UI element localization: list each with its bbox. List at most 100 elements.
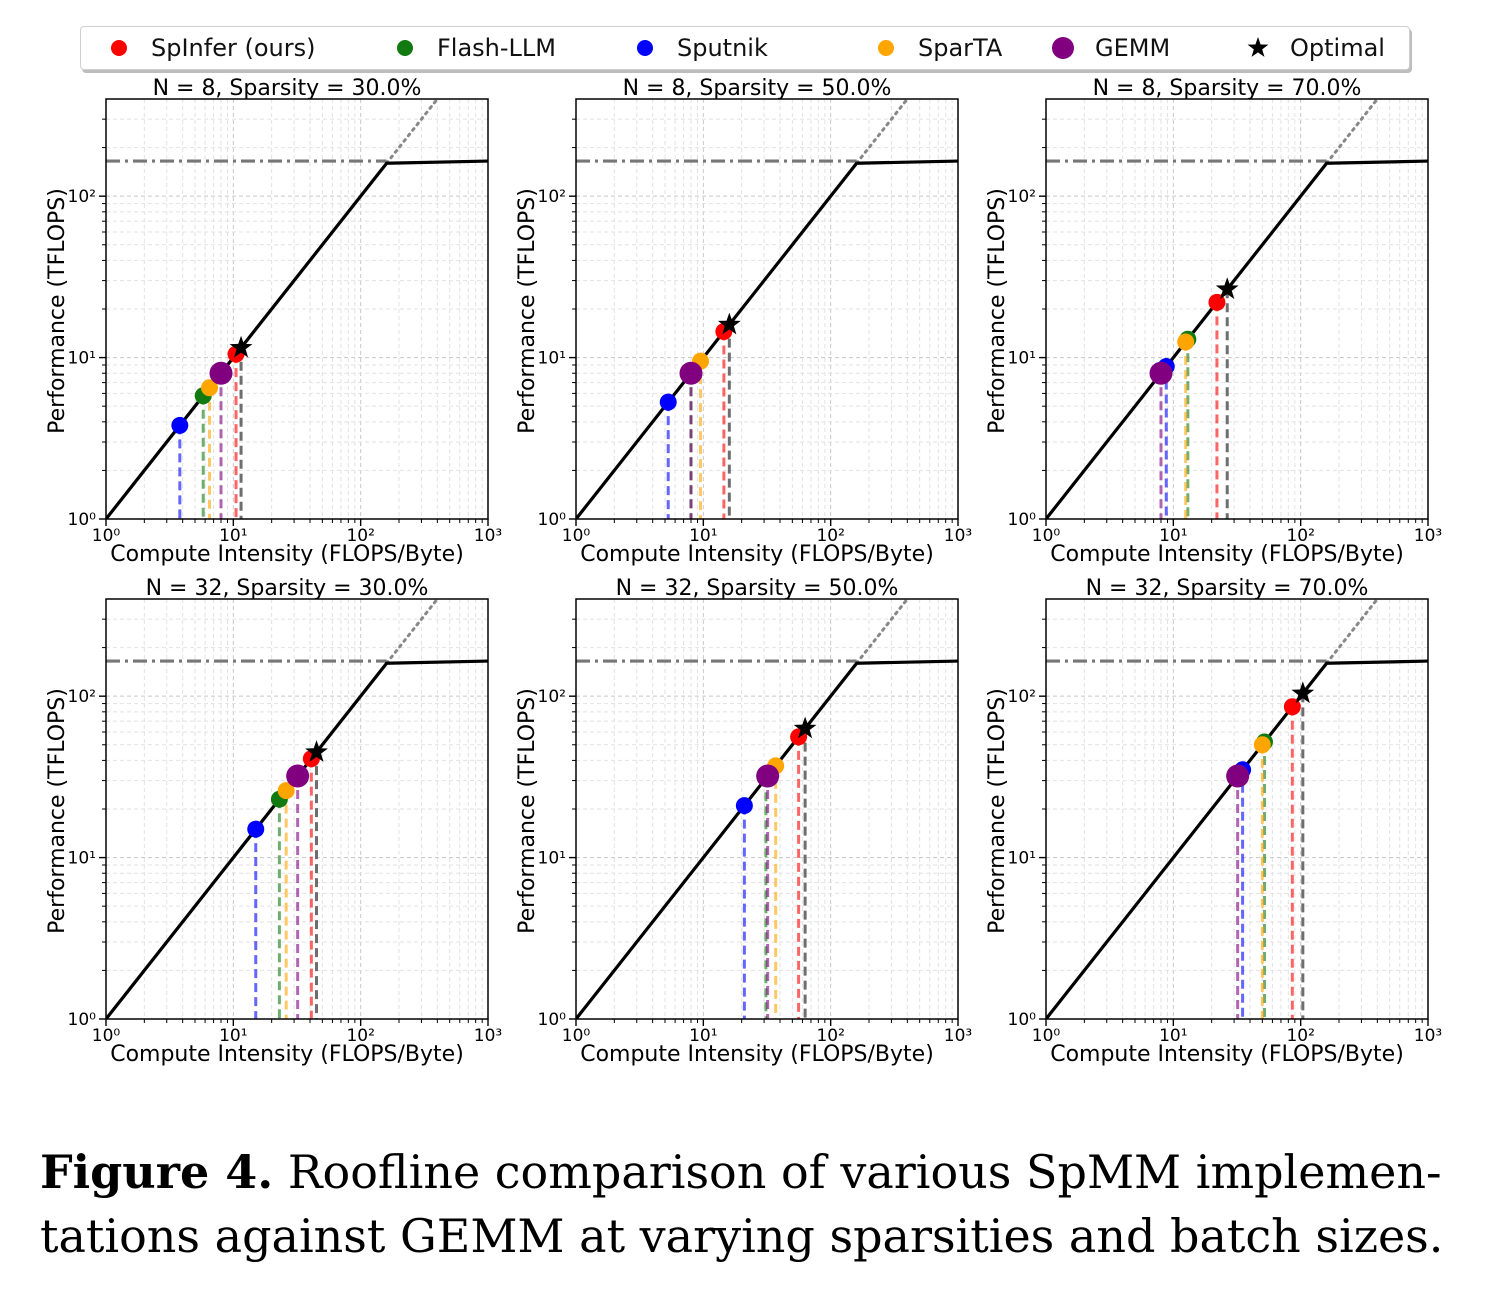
y-tick-label: 10² xyxy=(538,187,566,207)
x-tick-label: 10³ xyxy=(474,526,502,546)
subplot-title: N = 32, Sparsity = 70.0% xyxy=(1086,576,1369,601)
caption-line-2: tations against GEMM at varying sparsiti… xyxy=(40,1209,1444,1263)
memory-roof-extension xyxy=(855,599,909,665)
x-axis-label: Compute Intensity (FLOPS/Byte) xyxy=(110,542,464,567)
subplot-title: N = 8, Sparsity = 50.0% xyxy=(623,76,892,101)
grid xyxy=(576,599,958,1019)
subplot-title: N = 8, Sparsity = 30.0% xyxy=(153,76,422,101)
x-tick-label: 10⁰ xyxy=(92,1026,121,1046)
legend-marker-sputnik xyxy=(637,40,653,56)
point-sputnik xyxy=(735,797,753,815)
subplot-title: N = 32, Sparsity = 30.0% xyxy=(146,576,429,601)
x-tick-label: 10¹ xyxy=(689,526,717,546)
x-tick-label: 10⁰ xyxy=(562,1026,591,1046)
memory-roof-extension xyxy=(855,99,909,165)
subplot-1: 10⁰ 10¹ 10² 10³ 10⁰ 10¹ 10² N = 8, Sparsity = 3… xyxy=(45,76,502,567)
y-tick-label: 10¹ xyxy=(538,849,566,869)
point-sparta xyxy=(1253,736,1271,754)
legend-label-spinfer-ours: SpInfer (ours) xyxy=(151,34,316,62)
y-tick-label: 10² xyxy=(538,687,566,707)
y-tick-label: 10² xyxy=(1008,687,1036,707)
x-tick-label: 10³ xyxy=(1414,1026,1442,1046)
x-axis-label: Compute Intensity (FLOPS/Byte) xyxy=(1050,542,1404,567)
point-gemm xyxy=(286,764,310,788)
x-tick-label: 10⁰ xyxy=(1032,1026,1061,1046)
point-optimal xyxy=(229,335,253,358)
subplot-4: 10⁰ 10¹ 10² 10³ 10⁰ 10¹ 10² N = 32, Sparsity = … xyxy=(45,576,502,1067)
subplot-3: 10⁰ 10¹ 10² 10³ 10⁰ 10¹ 10² N = 8, Sparsity = 7… xyxy=(985,76,1442,567)
x-tick-label: 10¹ xyxy=(689,1026,717,1046)
y-axis-label: Performance (TFLOPS) xyxy=(985,188,1010,434)
x-tick-label: 10² xyxy=(346,1026,374,1046)
subplot-6: 10⁰ 10¹ 10² 10³ 10⁰ 10¹ 10² N = 32, Sparsity = … xyxy=(985,576,1442,1067)
y-tick-label: 10⁰ xyxy=(538,510,567,530)
y-tick-label: 10⁰ xyxy=(68,1010,97,1030)
legend-entry-spinfer-ours: SpInfer (ours) xyxy=(107,27,315,69)
x-tick-label: 10⁰ xyxy=(562,526,591,546)
y-tick-label: 10⁰ xyxy=(68,510,97,530)
legend-marker-sparta xyxy=(878,40,894,56)
x-tick-label: 10¹ xyxy=(219,526,247,546)
star-icon xyxy=(1247,37,1269,57)
x-tick-label: 10⁰ xyxy=(1032,526,1061,546)
caption-text-1: Roofline comparison of various SpMM impl… xyxy=(273,1145,1442,1199)
point-optimal xyxy=(1291,681,1315,704)
roofline-figure: 10⁰ 10¹ 10² 10³ 10⁰ 10¹ 10² N = 8, Sparsity = 3… xyxy=(45,76,1442,1067)
y-tick-label: 10⁰ xyxy=(1008,510,1037,530)
y-tick-label: 10² xyxy=(68,687,96,707)
y-tick-label: 10¹ xyxy=(68,349,96,369)
x-tick-label: 10² xyxy=(346,526,374,546)
y-tick-label: 10¹ xyxy=(538,349,566,369)
legend-marker-spinfer-ours xyxy=(111,40,127,56)
x-tick-label: 10⁰ xyxy=(92,526,121,546)
grid xyxy=(1046,99,1428,519)
subplot-2: 10⁰ 10¹ 10² 10³ 10⁰ 10¹ 10² N = 8, Sparsity = 5… xyxy=(515,76,972,567)
x-axis-label: Compute Intensity (FLOPS/Byte) xyxy=(580,542,934,567)
x-axis-label: Compute Intensity (FLOPS/Byte) xyxy=(110,1042,464,1067)
legend-marker-gemm xyxy=(1052,37,1074,59)
point-sputnik xyxy=(659,393,677,411)
legend-label-gemm: GEMM xyxy=(1095,34,1171,62)
legend-label-optimal: Optimal xyxy=(1290,34,1385,62)
x-tick-label: 10³ xyxy=(944,526,972,546)
roofline xyxy=(576,659,958,1019)
x-tick-label: 10¹ xyxy=(1159,526,1187,546)
y-tick-label: 10¹ xyxy=(1008,349,1036,369)
legend: SpInfer (ours) Flash-LLM Sputnik SparTA GEMM… xyxy=(80,26,1410,70)
y-axis-label: Performance (TFLOPS) xyxy=(45,688,70,934)
subplot-title: N = 8, Sparsity = 70.0% xyxy=(1093,76,1362,101)
point-optimal xyxy=(305,740,328,762)
point-sputnik xyxy=(247,820,265,838)
point-gemm xyxy=(209,361,233,385)
subplot-title: N = 32, Sparsity = 50.0% xyxy=(616,576,899,601)
x-tick-label: 10³ xyxy=(944,1026,972,1046)
x-tick-label: 10² xyxy=(816,526,844,546)
x-tick-label: 10² xyxy=(816,1026,844,1046)
memory-roof-extension xyxy=(385,99,439,165)
point-optimal xyxy=(717,312,741,335)
point-gemm xyxy=(679,361,703,385)
point-gemm xyxy=(756,764,780,788)
point-sputnik xyxy=(171,416,189,434)
y-tick-label: 10² xyxy=(1008,187,1036,207)
roofline xyxy=(1046,659,1428,1019)
legend-label-sputnik: Sputnik xyxy=(677,34,768,62)
y-tick-label: 10⁰ xyxy=(538,1010,567,1030)
point-optimal xyxy=(1215,277,1239,299)
point-optimal xyxy=(793,716,817,739)
legend-label-flash-llm: Flash-LLM xyxy=(437,34,557,62)
figure-label: Figure 4. xyxy=(40,1145,274,1199)
x-axis-label: Compute Intensity (FLOPS/Byte) xyxy=(1050,1042,1404,1067)
x-tick-label: 10² xyxy=(1286,1026,1314,1046)
legend-entry-sputnik: Sputnik xyxy=(633,27,768,69)
y-tick-label: 10¹ xyxy=(1008,849,1036,869)
legend-entry-gemm: GEMM xyxy=(1051,27,1170,69)
legend-marker-flash-llm xyxy=(397,40,413,56)
roofline xyxy=(106,659,488,1019)
point-gemm xyxy=(1149,361,1173,385)
x-tick-label: 10³ xyxy=(1414,526,1442,546)
subplot-5: 10⁰ 10¹ 10² 10³ 10⁰ 10¹ 10² N = 32, Sparsity = … xyxy=(515,576,972,1067)
roofline xyxy=(576,159,958,519)
legend-entry-flash-llm: Flash-LLM xyxy=(393,27,556,69)
y-tick-label: 10⁰ xyxy=(1008,1010,1037,1030)
